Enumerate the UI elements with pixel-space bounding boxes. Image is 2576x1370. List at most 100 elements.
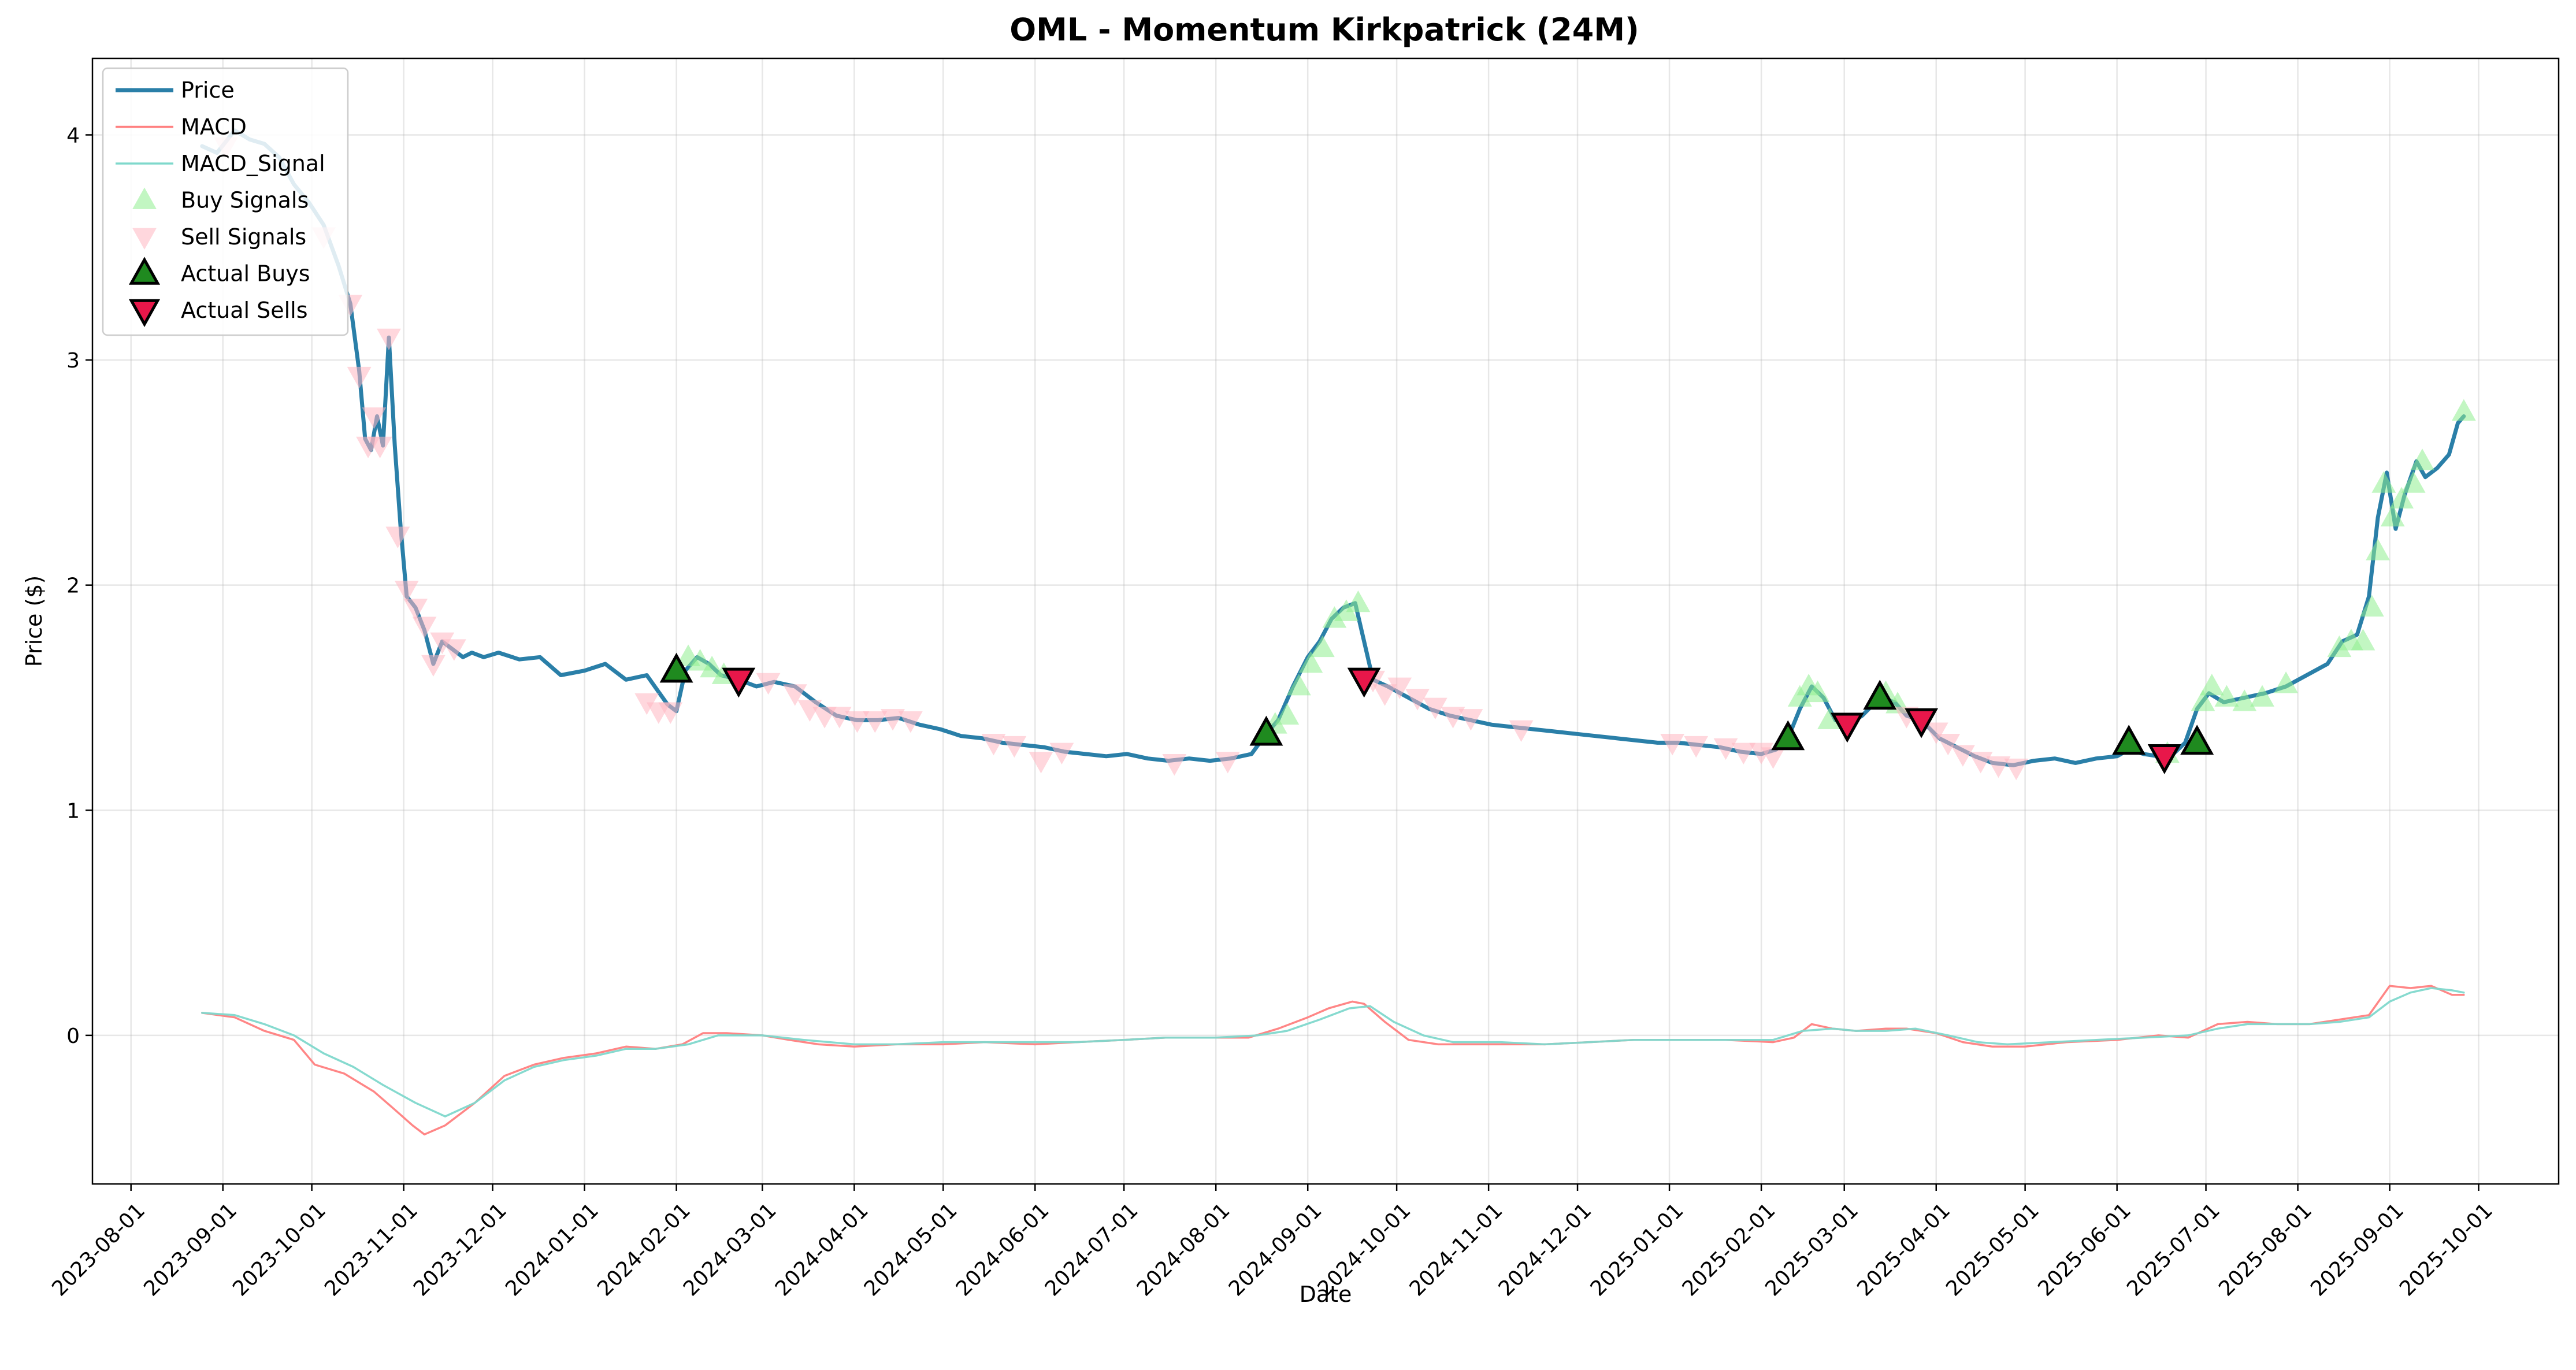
- legend: Price MACD MACD_Signal Buy Signals Sell Sign…: [102, 67, 349, 336]
- series-line-macd-signal: [201, 987, 2465, 1117]
- sell-marker: [797, 700, 822, 722]
- sell-marker: [377, 328, 401, 351]
- legend-swatch-marker: [128, 257, 161, 285]
- sell-marker: [1215, 752, 1240, 774]
- markers-actual-buys: [659, 652, 2214, 755]
- sell-marker: [1002, 736, 1027, 758]
- sell-marker: [1986, 756, 2011, 778]
- grid: [92, 58, 2559, 1184]
- buy-marker: [1275, 703, 1300, 725]
- buy-marker: [2380, 504, 2405, 527]
- sell-marker: [368, 436, 392, 459]
- y-axis-label: Price ($): [21, 576, 47, 667]
- sell-marker: [782, 684, 807, 706]
- sell-marker: [1347, 667, 1381, 698]
- sell-marker: [1049, 742, 1074, 764]
- buy-marker: [2214, 685, 2239, 707]
- legend-swatch-marker: [132, 228, 157, 250]
- sell-marker: [1441, 707, 1465, 729]
- legend-label: MACD: [181, 114, 247, 140]
- sell-marker: [981, 733, 1006, 756]
- buy-marker: [1310, 635, 1335, 658]
- sell-marker: [430, 632, 455, 655]
- sell-marker: [1162, 754, 1187, 776]
- sell-marker: [2004, 758, 2029, 781]
- buy-marker: [2366, 539, 2390, 560]
- sell-marker: [1936, 733, 1961, 756]
- sell-marker: [1924, 722, 1948, 744]
- legend-label: Buy Signals: [181, 188, 309, 213]
- sell-marker: [1968, 752, 1993, 774]
- legend-label: Sell Signals: [181, 224, 306, 250]
- sell-marker: [385, 526, 410, 548]
- buy-marker: [1817, 707, 1842, 729]
- buy-marker: [2389, 487, 2414, 509]
- buy-marker: [2250, 685, 2274, 707]
- buy-marker: [1787, 685, 1812, 707]
- buy-marker: [2327, 635, 2352, 658]
- buy-marker: [700, 655, 725, 678]
- buy-marker: [2199, 673, 2224, 696]
- buy-marker: [1334, 599, 1358, 621]
- sell-marker: [1660, 733, 1685, 756]
- plot-area: [91, 57, 2560, 1185]
- sell-marker: [1905, 708, 1939, 738]
- sell-marker: [1387, 677, 1412, 699]
- sell-marker: [1830, 712, 1864, 743]
- legend-swatch-marker: [132, 187, 157, 209]
- y-tick-label: 2: [66, 574, 80, 598]
- buy-marker: [1771, 720, 1805, 751]
- y-tick-label: 3: [66, 349, 80, 373]
- sell-marker: [756, 673, 781, 695]
- sell-marker: [2147, 744, 2181, 774]
- sell-marker: [881, 709, 905, 731]
- y-tick-label: 1: [66, 799, 80, 823]
- sell-marker: [412, 617, 437, 638]
- buy-marker: [2180, 725, 2214, 755]
- sell-marker: [1951, 745, 1975, 767]
- sell-marker: [863, 711, 888, 733]
- sell-marker: [1509, 720, 1534, 742]
- buy-marker: [2191, 689, 2215, 711]
- sell-marker: [1684, 736, 1709, 758]
- y-tick-label: 0: [66, 1024, 80, 1048]
- buy-marker: [1346, 590, 1371, 612]
- sell-marker: [1731, 742, 1756, 764]
- buy-marker: [2351, 629, 2375, 651]
- sell-marker: [634, 693, 659, 715]
- buy-marker: [2410, 448, 2434, 470]
- sell-marker: [1423, 697, 1447, 720]
- legend-label: Price: [181, 77, 235, 103]
- sell-marker: [441, 639, 466, 661]
- buy-marker: [2401, 471, 2426, 493]
- buy-marker: [688, 649, 712, 671]
- buy-marker: [2359, 595, 2384, 617]
- chart-title: OML - Momentum Kirkpatrick (24M): [1009, 12, 1639, 48]
- buy-marker: [2371, 471, 2396, 493]
- buy-marker: [1249, 715, 1283, 746]
- sell-marker: [1458, 709, 1483, 731]
- sell-marker: [1372, 684, 1397, 706]
- sell-marker: [362, 407, 387, 429]
- buy-marker: [2232, 689, 2257, 711]
- sell-marker: [347, 366, 372, 389]
- buy-marker: [1805, 680, 1830, 703]
- legend-box: [102, 67, 349, 336]
- buy-marker: [2451, 399, 2476, 421]
- sell-marker: [1713, 738, 1738, 760]
- legend-label: Actual Sells: [181, 298, 308, 323]
- marker-layer: [213, 137, 2476, 781]
- buy-marker: [2112, 725, 2146, 755]
- sell-marker: [898, 711, 923, 733]
- legend-swatch-marker: [128, 299, 161, 328]
- buy-marker: [659, 652, 693, 683]
- sell-marker: [722, 667, 756, 698]
- sell-marker: [403, 599, 428, 621]
- sell-marker: [658, 702, 683, 724]
- buy-marker: [1322, 606, 1347, 628]
- legend-label: MACD_Signal: [181, 151, 325, 176]
- markers-actual-sells: [722, 667, 2181, 774]
- buy-marker: [1298, 651, 1323, 673]
